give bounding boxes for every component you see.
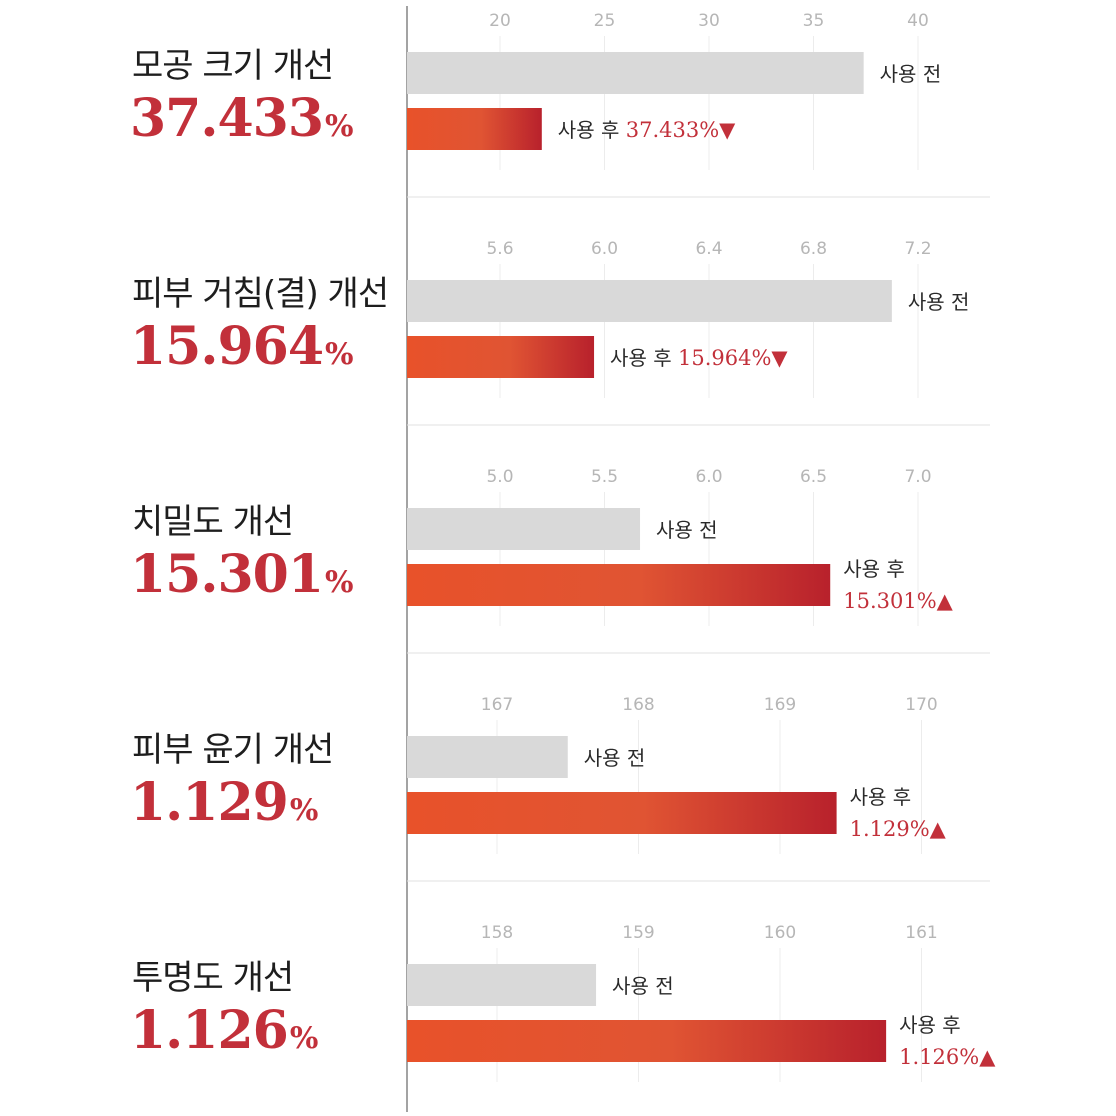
- bar-after: [407, 108, 542, 150]
- metric-headline-value: 15.964%: [130, 316, 354, 377]
- tick-label: 161: [905, 923, 937, 943]
- bar-before-label: 사용 전: [880, 62, 942, 86]
- metric-headline-unit: %: [289, 793, 318, 828]
- tick-label: 40: [907, 11, 929, 31]
- tick-label: 6.4: [695, 239, 722, 259]
- tick-label: 7.0: [904, 467, 931, 487]
- tick-label: 167: [481, 695, 513, 715]
- bar-after: [407, 1020, 887, 1062]
- tick-label: 6.5: [800, 467, 827, 487]
- tick-label: 35: [803, 11, 825, 31]
- bar-before: [407, 736, 568, 778]
- metric-title: 피부 윤기 개선: [132, 730, 334, 770]
- bar-after-name: 사용 후: [610, 346, 678, 370]
- bar-after-label: 사용 후 37.433%▼: [558, 118, 736, 142]
- metric-headline-number: 15.964: [130, 316, 324, 377]
- tick-label: 158: [481, 923, 513, 943]
- bar-after-label: 사용 후 15.964%▼: [610, 346, 788, 370]
- bar-before: [407, 280, 892, 322]
- bar-after-name: 사용 후: [558, 118, 626, 142]
- tick-label: 168: [622, 695, 654, 715]
- bar-before-label: 사용 전: [908, 290, 970, 314]
- bar-after: [407, 792, 837, 834]
- tick-label: 7.2: [904, 239, 931, 259]
- metric-title: 투명도 개선: [132, 958, 294, 998]
- metric-headline-number: 1.126: [130, 1000, 289, 1061]
- bar-after-name: 사용 후: [843, 557, 905, 581]
- metric-headline-value: 1.126%: [130, 1000, 318, 1061]
- tick-label: 160: [764, 923, 796, 943]
- bar-before-label: 사용 전: [584, 746, 646, 770]
- tick-label: 6.0: [591, 239, 618, 259]
- metric-headline-value: 1.129%: [130, 772, 318, 833]
- tick-label: 6.8: [800, 239, 827, 259]
- tick-label: 5.0: [486, 467, 513, 487]
- bar-after-value: 1.129%▲: [850, 817, 947, 841]
- bar-after-name: 사용 후: [899, 1013, 961, 1037]
- bar-before: [407, 964, 597, 1006]
- metric-headline-number: 37.433: [130, 88, 324, 149]
- tick-label: 30: [698, 11, 720, 31]
- metric-headline-value: 37.433%: [130, 88, 354, 149]
- metric-title: 치밀도 개선: [132, 502, 294, 542]
- tick-label: 5.5: [591, 467, 618, 487]
- tick-label: 159: [622, 923, 654, 943]
- bar-after-value: 15.964%▼: [678, 346, 788, 370]
- bar-before: [407, 52, 864, 94]
- bar-before-label: 사용 전: [612, 974, 674, 998]
- tick-label: 169: [764, 695, 796, 715]
- metric-headline-unit: %: [325, 565, 353, 600]
- metric-headline-value: 15.301%: [130, 544, 354, 605]
- metric-title: 피부 거침(결) 개선: [132, 274, 389, 314]
- metric-headline-unit: %: [289, 1021, 318, 1056]
- tick-label: 20: [489, 11, 511, 31]
- bar-after-value: 1.126%▲: [899, 1045, 996, 1069]
- bar-after-value: 37.433%▼: [626, 118, 736, 142]
- bar-after-value: 15.301%▲: [843, 589, 953, 613]
- tick-label: 170: [905, 695, 937, 715]
- metric-title: 모공 크기 개선: [132, 46, 334, 86]
- metric-headline-number: 1.129: [130, 772, 289, 833]
- metric-headline-unit: %: [325, 337, 353, 372]
- metric-headline-unit: %: [325, 109, 353, 144]
- bar-before-label: 사용 전: [656, 518, 718, 542]
- tick-label: 6.0: [695, 467, 722, 487]
- metric-headline-number: 15.301: [130, 544, 324, 605]
- bar-after: [407, 564, 831, 606]
- tick-label: 25: [594, 11, 616, 31]
- bar-before: [407, 508, 641, 550]
- bar-after: [407, 336, 595, 378]
- bar-after-name: 사용 후: [850, 785, 912, 809]
- tick-label: 5.6: [486, 239, 513, 259]
